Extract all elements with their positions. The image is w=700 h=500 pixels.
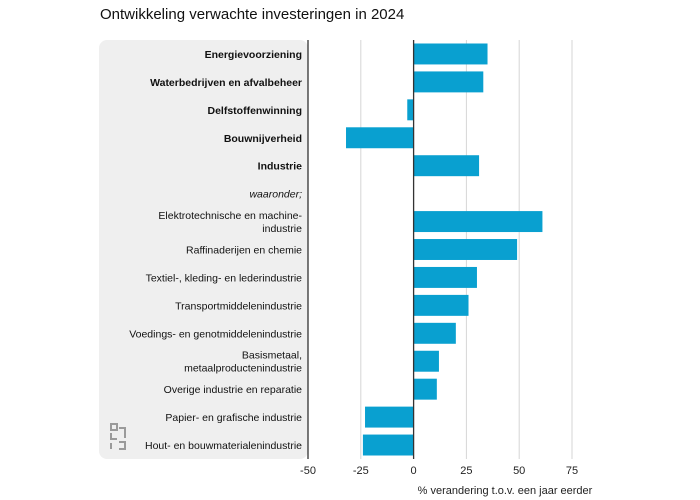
chart-title: Ontwikkeling verwachte investeringen in … [100, 6, 405, 23]
bar [413, 211, 543, 233]
x-tick-label: -50 [300, 465, 316, 477]
category-label: Hout- en bouwmaterialenindustrie [145, 440, 302, 452]
category-label: metaalproductenindustrie [184, 363, 302, 375]
bar [413, 322, 456, 344]
category-label: Industrie [258, 161, 302, 173]
x-tick-label: 25 [460, 465, 472, 477]
category-label: Elektrotechnische en machine- [158, 210, 302, 222]
category-label: Energievoorziening [205, 49, 302, 61]
bar [413, 294, 469, 316]
bar [413, 155, 480, 177]
category-label: Voedings- en genotmiddelenindustrie [129, 328, 302, 340]
x-tick-label: 0 [411, 465, 417, 477]
bar [413, 239, 518, 260]
bar [413, 378, 437, 400]
bar [413, 71, 484, 93]
bar [362, 434, 414, 456]
x-tick-label: -25 [353, 465, 369, 477]
bar [413, 43, 488, 65]
category-label: Waterbedrijven en afvalbeheer [150, 77, 302, 89]
category-label: Delfstoffenwinning [208, 105, 303, 117]
x-axis-label: % verandering t.o.v. een jaar eerder [418, 485, 593, 497]
category-label: Textiel-, kleding- en lederindustrie [146, 272, 303, 284]
category-label: Transportmiddelenindustrie [175, 300, 302, 312]
bar [413, 266, 477, 288]
category-label: waaronder; [249, 189, 302, 201]
x-tick-label: 50 [513, 465, 525, 477]
x-tick-label: 75 [566, 465, 578, 477]
category-label: industrie [262, 223, 302, 235]
category-label: Overige industrie en reparatie [164, 384, 302, 396]
label-panel [99, 40, 308, 459]
bar [365, 406, 414, 428]
category-label: Raffinaderijen en chemie [186, 245, 302, 257]
category-label: Bouwnijverheid [224, 133, 302, 145]
bar [346, 127, 414, 149]
bar [407, 99, 414, 121]
category-label: Basismetaal, [242, 350, 302, 362]
bar [413, 350, 439, 372]
cbs-logo [110, 423, 126, 450]
category-label: Papier- en grafische industrie [165, 412, 302, 424]
